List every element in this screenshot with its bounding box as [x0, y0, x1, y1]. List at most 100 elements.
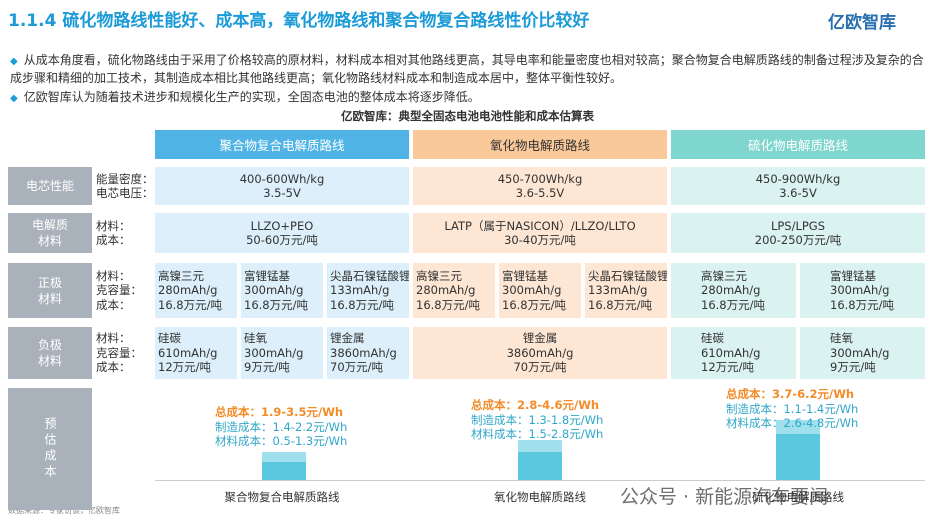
- text: 高镍三元: [701, 268, 747, 283]
- text: 克容量：: [96, 283, 142, 298]
- cost-column-label: 聚合物复合电解质路线: [224, 490, 340, 504]
- text: 16.8万元/吨: [502, 297, 566, 312]
- cost-text: 总成本：1.9-3.5元/Wh: [215, 405, 344, 419]
- text: 富锂锰基: [502, 268, 548, 283]
- cell: LATP（属于NASICON）/LLZO/LLTO 30-40万元/吨: [413, 213, 667, 253]
- text: 70万元/吨: [513, 360, 567, 375]
- bar-manufacturing: [776, 420, 820, 434]
- bar-material: [518, 452, 562, 480]
- text: 133mAh/g: [330, 283, 390, 298]
- baseline: [155, 480, 925, 481]
- bar-material: [262, 462, 306, 480]
- row-label: 预估成本: [8, 388, 92, 510]
- text: 400-600Wh/kg: [239, 171, 325, 186]
- text: 尖晶石镍锰酸锂: [588, 268, 667, 283]
- text: 3.6-5.5V: [515, 186, 565, 200]
- text: 300mAh/g: [502, 283, 562, 298]
- title: 1.1.4 硫化物路线性能好、成本高，氧化物路线和聚合物复合路线性价比较好: [8, 11, 590, 31]
- cell: 高镍三元 280mAh/g 16.8万元/吨: [413, 263, 495, 318]
- cell: 锂金属 3860mAh/g 70万元/吨: [413, 327, 667, 379]
- text: 16.8万元/吨: [330, 297, 394, 312]
- text: 3860mAh/g: [330, 345, 397, 360]
- text: 富锂锰基: [244, 268, 290, 283]
- text: 硅碳: [158, 331, 181, 346]
- text: 硅碳: [701, 331, 724, 346]
- text: 材料：: [96, 268, 131, 283]
- text: 电芯电压：: [96, 186, 154, 200]
- text: 硅氧: [244, 331, 267, 346]
- row-label: 电解质 材料: [8, 213, 92, 253]
- cell: LLZO+PEO 50-60万元/吨: [155, 213, 409, 253]
- bar-material: [776, 434, 820, 480]
- text: 16.8万元/吨: [830, 297, 894, 312]
- text: 材料: [37, 291, 62, 306]
- text: 克容量：: [96, 345, 142, 360]
- text: 280mAh/g: [416, 283, 476, 298]
- text: 尖晶石镍锰酸锂: [330, 268, 409, 283]
- text: 16.8万元/吨: [244, 297, 308, 312]
- text: 610mAh/g: [701, 345, 761, 360]
- cost-text: 材料成本：0.5-1.3元/Wh: [215, 434, 348, 448]
- text: 材料: [37, 354, 62, 368]
- text: 450-900Wh/kg: [755, 171, 841, 186]
- text: 材料：: [96, 331, 131, 346]
- field-labels: 能量密度： 电芯电压：: [96, 167, 154, 205]
- cell: 450-900Wh/kg 3.6-5V: [671, 167, 925, 205]
- text: 610mAh/g: [158, 345, 218, 360]
- field-labels: 材料： 克容量： 成本：: [96, 327, 154, 379]
- cost-text: 材料成本：1.5-2.8元/Wh: [471, 427, 604, 441]
- cell: 高镍三元 280mAh/g 16.8万元/吨: [671, 263, 796, 318]
- field-labels: 材料： 克容量： 成本：: [96, 263, 154, 318]
- text: 硅氧: [830, 331, 853, 346]
- text: 30-40万元/吨: [504, 233, 576, 247]
- text: 锂金属: [522, 331, 558, 346]
- text: 300mAh/g: [244, 345, 304, 360]
- cost-text: 制造成本：1.4-2.2元/Wh: [215, 419, 348, 434]
- text: LPS/LPGS: [770, 218, 826, 233]
- text: 锂金属: [330, 331, 365, 346]
- cell: 高镍三元 280mAh/g 16.8万元/吨: [155, 263, 237, 318]
- cell: 硅氧 300mAh/g 9万元/吨: [241, 327, 323, 379]
- text: 高镍三元: [158, 268, 204, 283]
- text: 正极: [37, 275, 62, 290]
- text: 成本：: [96, 233, 131, 247]
- cell: 400-600Wh/kg 3.5-5V: [155, 167, 409, 205]
- column-header: 硫化物电解质路线: [671, 130, 925, 159]
- logo: 亿欧智库: [828, 13, 896, 33]
- text: 450-700Wh/kg: [497, 171, 583, 186]
- cost-text: 总成本：2.8-4.6元/Wh: [471, 398, 600, 412]
- text: 12万元/吨: [701, 360, 755, 375]
- text: 70万元/吨: [330, 360, 384, 375]
- text: 300mAh/g: [830, 345, 890, 360]
- text: LATP（属于NASICON）/LLZO/LLTO: [444, 218, 636, 233]
- cell: 硅碳 610mAh/g 12万元/吨: [671, 327, 796, 379]
- column-header: 氧化物电解质路线: [413, 130, 667, 159]
- cell: LPS/LPGS 200-250万元/吨: [671, 213, 925, 253]
- text: 材料: [37, 234, 62, 248]
- text: 能量密度：: [96, 171, 154, 186]
- cell: 锂金属 3860mAh/g 70万元/吨: [327, 327, 409, 379]
- text: 负极: [37, 338, 62, 352]
- text: 9万元/吨: [244, 360, 290, 375]
- text: 12万元/吨: [158, 360, 212, 375]
- text: 电芯性能: [25, 179, 74, 193]
- cell: 450-700Wh/kg 3.6-5.5V: [413, 167, 667, 205]
- text: 3.6-5V: [779, 186, 817, 200]
- cost-text: 材料成本：2.6-4.8元/Wh: [726, 416, 859, 430]
- text: 富锂锰基: [830, 268, 876, 283]
- table-title: 亿欧智库：典型全固态电池电池性能和成本估算表: [341, 109, 594, 123]
- bullet: 亿欧智库认为随着技术进步和规模化生产的实现，全固态电池的整体成本将逐步降低。: [10, 89, 925, 107]
- text: 300mAh/g: [244, 283, 304, 298]
- text: 300mAh/g: [830, 283, 890, 298]
- cell: 尖晶石镍锰酸锂 133mAh/g 16.8万元/吨: [327, 263, 409, 318]
- cell: 富锂锰基 300mAh/g 16.8万元/吨: [241, 263, 323, 318]
- text: 133mAh/g: [588, 283, 648, 298]
- bullet: 从成本角度看，硫化物路线由于采用了价格较高的原材料，材料成本相对其他路线更高，其…: [10, 52, 925, 87]
- text: LLZO+PEO: [250, 218, 314, 233]
- text: 280mAh/g: [701, 283, 761, 298]
- cost-text: 总成本：3.7-6.2元/Wh: [726, 387, 855, 401]
- field-labels: 材料： 成本：: [96, 213, 154, 253]
- text: 280mAh/g: [158, 283, 218, 298]
- text: 电解质: [31, 218, 68, 232]
